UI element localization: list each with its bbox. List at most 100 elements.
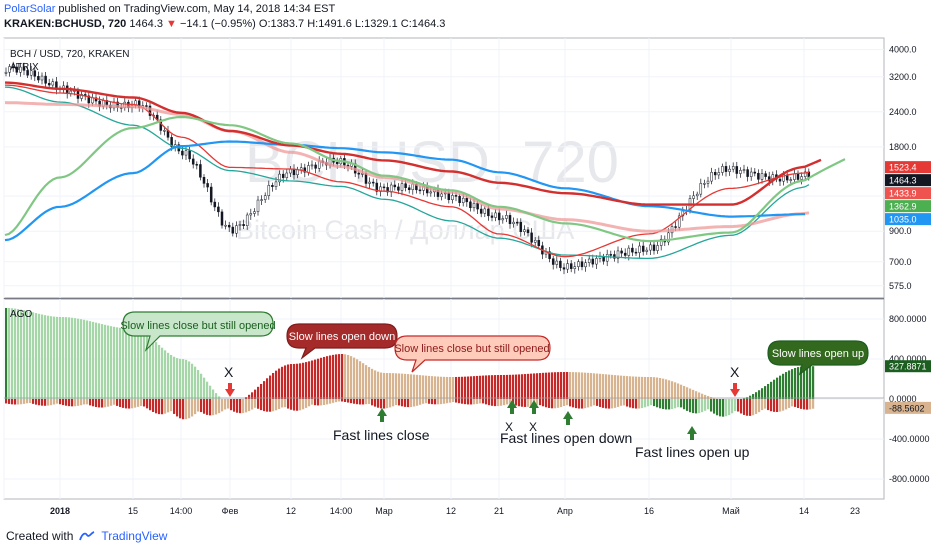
arrow-up-icon[interactable] — [377, 408, 387, 422]
slow-histogram-bar — [194, 366, 197, 399]
tradingview-link[interactable]: TradingView — [101, 529, 168, 543]
candle-body — [501, 218, 505, 221]
fast-histogram-bar — [614, 399, 617, 408]
slow-histogram-bar — [413, 374, 416, 399]
slow-histogram-bar — [104, 324, 107, 399]
value-axis[interactable]: 800.0000 400.0000 0.0000 -400.0000 -800.0000 — [889, 314, 930, 484]
fast-histogram-bar — [92, 399, 95, 407]
fast-histogram-bar — [602, 399, 605, 408]
indicator-label[interactable]: ATRIX — [10, 62, 39, 73]
fast-histogram-bar — [515, 399, 518, 406]
fast-histogram-bar — [578, 399, 581, 409]
fast-histogram-bar — [359, 399, 362, 405]
candle-body — [8, 66, 11, 73]
fast-histogram-bar — [239, 399, 242, 414]
slow-histogram-bar — [149, 336, 152, 399]
candle-body — [458, 195, 461, 203]
fast-histogram-bar — [317, 399, 320, 406]
arrow-down-icon[interactable] — [730, 383, 740, 397]
price-tick: 700.0 — [889, 257, 912, 267]
slow-histogram-bar — [275, 370, 278, 399]
candle-body — [310, 164, 314, 167]
slow-histogram-bar — [182, 359, 185, 399]
moving-average-lines — [4, 81, 846, 260]
arrow-up-icon[interactable] — [529, 400, 539, 414]
slow-histogram-bar — [419, 375, 422, 399]
fast-histogram-bar — [119, 399, 122, 407]
slow-histogram-bar — [656, 377, 659, 399]
label-fast-open-up[interactable]: Fast lines open up — [635, 444, 750, 460]
author-link[interactable]: PolarSolar — [4, 3, 56, 15]
ma-line — [4, 81, 822, 206]
fast-histogram-bar — [623, 399, 626, 406]
fast-histogram-bar — [434, 399, 437, 405]
fast-histogram-bar — [83, 399, 86, 405]
main-legend-title[interactable]: BCH / USD, 720, KRAKEN — [10, 49, 129, 60]
sub-legend-title[interactable]: AGO — [10, 309, 32, 320]
slow-histogram-bar — [560, 372, 563, 399]
fast-histogram-bar — [476, 399, 479, 404]
slow-histogram-bar — [398, 373, 401, 399]
slow-histogram-bar — [86, 320, 89, 399]
value-badges: 327.8871 -88.5602 — [885, 360, 931, 414]
candle-body — [699, 183, 703, 195]
slow-histogram-bar — [197, 370, 200, 399]
fast-histogram-bar — [296, 399, 299, 411]
candle-body — [710, 172, 713, 182]
slow-histogram-bar — [536, 373, 539, 399]
slow-histogram-bar — [806, 366, 809, 399]
label-fast-close[interactable]: Fast lines close — [333, 427, 430, 443]
slow-histogram-bar — [161, 347, 164, 399]
candle-body — [267, 185, 271, 196]
callout-slow-close-red[interactable]: Slow lines close but still opened — [394, 335, 551, 373]
slow-histogram-bar — [392, 373, 395, 399]
arrow-up-icon[interactable] — [563, 411, 573, 425]
callout-slow-open-down[interactable]: Slow lines open down — [286, 323, 398, 360]
candle-body — [260, 199, 263, 201]
fast-histogram-bar — [482, 399, 485, 404]
slow-histogram-bar — [641, 376, 644, 399]
time-axis[interactable]: 2018 15 14:00 Фев 12 14:00 Мар 12 21 Апр 16 Май 14 23 — [50, 506, 860, 516]
fast-histogram-bar — [41, 399, 44, 406]
x-mark[interactable]: X — [730, 364, 740, 380]
fast-histogram-bar — [353, 399, 356, 404]
slow-histogram-bar — [131, 328, 134, 399]
slow-histogram-bar — [542, 372, 545, 399]
candle-body — [296, 169, 299, 176]
fast-histogram-bar — [350, 399, 353, 404]
fast-histogram-bar — [86, 399, 89, 405]
fast-histogram-bar — [644, 399, 647, 408]
candle-body — [375, 182, 379, 192]
x-mark[interactable]: X — [505, 420, 513, 434]
slow-histogram-bar — [263, 381, 266, 399]
candle-body — [667, 232, 670, 243]
slow-histogram-bar — [98, 323, 101, 399]
arrow-down-icon[interactable] — [225, 383, 235, 397]
candle-body — [44, 75, 47, 84]
slow-histogram-bar — [92, 321, 95, 399]
fast-histogram-bar — [299, 399, 302, 411]
candle-body — [148, 105, 152, 116]
fast-histogram-bar — [263, 399, 266, 412]
arrow-up-icon[interactable] — [687, 426, 697, 440]
callout-slow-close-green[interactable]: Slow lines close but still opened — [120, 311, 276, 353]
arrow-up-icon[interactable] — [507, 400, 517, 414]
fast-histogram-bar — [749, 399, 752, 416]
fast-histogram-bar — [569, 399, 572, 407]
slow-histogram-bar — [299, 363, 302, 399]
x-mark[interactable]: X — [529, 420, 537, 434]
slow-histogram-bar — [305, 362, 308, 399]
candle-body — [80, 94, 83, 99]
slow-histogram-bar — [683, 385, 686, 399]
candle-body — [764, 173, 767, 177]
last-price: 1464.3 — [129, 18, 163, 30]
slow-histogram-bar — [179, 358, 182, 399]
slow-histogram-bar — [497, 375, 500, 399]
candle-body — [22, 66, 26, 71]
price-tick: 900.0 — [889, 226, 912, 236]
label-fast-open-down[interactable]: Fast lines open down — [500, 430, 632, 446]
x-mark[interactable]: X — [224, 364, 234, 380]
callout-slow-open-up[interactable]: Slow lines open up — [767, 340, 869, 376]
slow-histogram-bar — [74, 318, 77, 399]
chart-canvas[interactable]: BCHUSD, 720 Bitcoin Cash / Доллар США BC… — [0, 34, 932, 524]
